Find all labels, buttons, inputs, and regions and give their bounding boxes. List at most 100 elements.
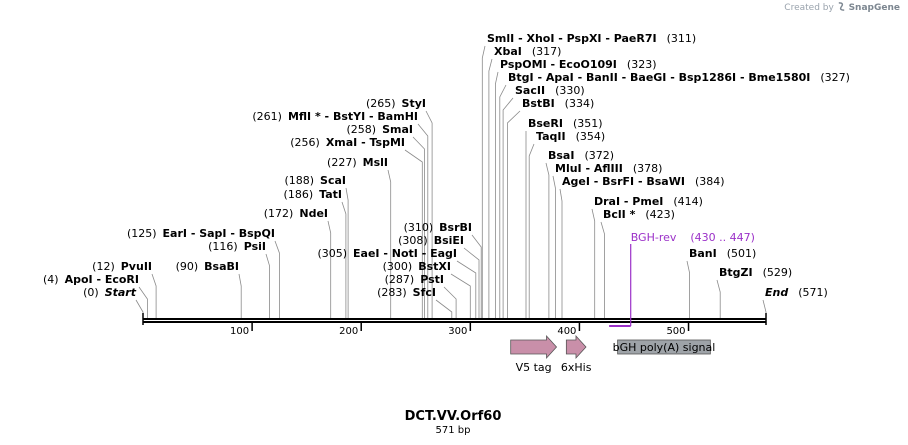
site-enzymes: BsaBI (204, 260, 239, 273)
site-tati-186[interactable]: (186) TatI (284, 188, 347, 318)
site-enzymes: BtgI - ApaI - BanII - BaeGI - Bsp1286I -… (508, 71, 810, 84)
site-position: (186) (284, 188, 314, 201)
site-label: (261) MflI * - BstYI - BamHI (252, 110, 418, 123)
site-apoi-4[interactable]: (4) ApoI - EcoRI (43, 273, 148, 318)
site-position: (378) (633, 162, 663, 175)
site-smai-258[interactable]: (258) SmaI (347, 123, 425, 318)
site-mlui-378[interactable]: MluI - AflIII (378) (552, 162, 663, 318)
ruler-tick-label: 200 (339, 326, 358, 337)
site-position: (283) (377, 286, 407, 299)
snapgene-logo-icon (838, 2, 844, 11)
site-connector (463, 247, 480, 318)
site-connector (471, 234, 482, 318)
sequence-name: DCT.VV.Orf60 (405, 409, 502, 424)
site-ndei-172[interactable]: (172) NdeI (264, 207, 332, 318)
site-bsabi-90[interactable]: (90) BsaBI (176, 260, 242, 318)
site-connector (600, 221, 605, 318)
feature-v5-tag[interactable]: V5 tag (510, 334, 558, 374)
site-psii-116[interactable]: (116) PsiI (208, 240, 270, 318)
site-enzymes: BsrBI (439, 221, 472, 234)
site-label: DraI - PmeI (414) (594, 195, 703, 208)
site-drai-414[interactable]: DraI - PmeI (414) (591, 195, 703, 318)
site-scai-188[interactable]: (188) ScaI (284, 174, 349, 318)
site-btgzi-529[interactable]: BtgZI (529) (716, 266, 792, 318)
site-label: BanI (501) (689, 247, 756, 260)
site-label: (305) EaeI - NotI - EagI (317, 247, 457, 260)
site-position: (0) (83, 286, 99, 299)
site-enzymes: SacII (515, 84, 545, 97)
site-btgi-327[interactable]: BtgI - ApaI - BanII - BaeGI - Bsp1286I -… (499, 71, 850, 318)
site-connector (425, 110, 433, 318)
site-connector (528, 143, 535, 318)
site-sfci-283[interactable]: (283) SfcI (377, 286, 453, 318)
site-position: (305) (317, 247, 347, 260)
site-connector (443, 286, 457, 318)
site-pspomi-323[interactable]: PspOMI - EcoO109I (323) (495, 58, 657, 318)
site-bsai-372[interactable]: BsaI (372) (545, 149, 614, 318)
site-taqii-354[interactable]: TaqII (354) (528, 130, 605, 318)
site-bsrbi-310[interactable]: (310) BsrBI (404, 221, 482, 318)
feature-arrow (510, 334, 558, 360)
site-bstxi-300[interactable]: (300) BstXI (383, 260, 471, 318)
site-position: (351) (573, 117, 603, 130)
site-position: (125) (127, 227, 157, 240)
site-label: (4) ApoI - EcoRI (43, 273, 139, 286)
site-connector (559, 188, 563, 318)
site-mfli-261[interactable]: (261) MflI * - BstYI - BamHI (252, 110, 429, 318)
feature-6xhis[interactable]: 6xHis (561, 334, 592, 374)
primer-bgh-rev[interactable]: BGH-rev (430 .. 447) (609, 231, 755, 327)
site-position: (261) (252, 110, 282, 123)
site-enzymes: MflI * - BstYI - BamHI (288, 110, 418, 123)
primer-label: BGH-rev (430 .. 447) (631, 231, 755, 244)
site-start-0[interactable]: (0) Start (83, 286, 144, 318)
site-position: (172) (264, 207, 294, 220)
site-position: (323) (627, 58, 657, 71)
site-msli-227[interactable]: (227) MslI (327, 156, 392, 318)
site-bstbi-334[interactable]: BstBI (334) (507, 97, 594, 318)
site-psti-287[interactable]: (287) PstI (385, 273, 457, 318)
site-enzymes: BsiEI (434, 234, 464, 247)
site-bsiei-308[interactable]: (308) BsiEI (398, 234, 480, 318)
site-agei-384[interactable]: AgeI - BsrFI - BsaWI (384) (559, 175, 725, 318)
site-label: (116) PsiI (208, 240, 266, 253)
feature-bgh-poly-a-signal[interactable]: bGH poly(A) signal (613, 339, 716, 355)
sequence-length: 571 bp (436, 425, 471, 436)
site-eaei-305[interactable]: (305) EaeI - NotI - EagI (317, 247, 477, 318)
site-bani-501[interactable]: BanI (501) (686, 247, 756, 318)
site-sacii-330[interactable]: SacII (330) (502, 84, 585, 318)
site-end-571[interactable]: End (571) (762, 286, 828, 318)
site-position: (529) (763, 266, 793, 279)
site-position: (4) (43, 273, 59, 286)
site-position: (310) (404, 221, 434, 234)
site-connector (404, 149, 423, 318)
site-smli-311[interactable]: SmlI - XhoI - PspXI - PaeR7I (311) (481, 32, 696, 318)
site-label: (125) EarI - SapI - BspQI (127, 227, 275, 240)
site-styi-265[interactable]: (265) StyI (366, 97, 433, 318)
site-connector (412, 136, 425, 318)
site-eari-125[interactable]: (125) EarI - SapI - BspQI (127, 227, 280, 318)
site-label: (258) SmaI (347, 123, 414, 136)
site-bseri-351[interactable]: BseRI (351) (525, 117, 603, 318)
feature-label: 6xHis (561, 361, 592, 374)
site-bcli-423[interactable]: BclI * (423) (600, 208, 675, 318)
site-connector (545, 162, 550, 318)
site-pvuii-12[interactable]: (12) PvuII (92, 260, 157, 318)
site-position: (12) (92, 260, 115, 273)
site-position: (423) (645, 208, 675, 221)
site-position: (414) (673, 195, 703, 208)
site-label: (90) BsaBI (176, 260, 239, 273)
site-label: BtgZI (529) (719, 266, 792, 279)
site-xmai-256[interactable]: (256) XmaI - TspMI (290, 136, 423, 318)
site-enzymes: BanI (689, 247, 717, 260)
site-xbai-317[interactable]: XbaI (317) (488, 45, 562, 318)
site-connector (591, 208, 596, 318)
site-position: (372) (584, 149, 614, 162)
site-connector (507, 110, 521, 318)
site-enzymes: TaqII (536, 130, 566, 143)
site-position: (317) (532, 45, 562, 58)
site-enzymes: SfcI (413, 286, 436, 299)
primer-range: (430 .. 447) (690, 231, 755, 244)
site-connector (238, 273, 242, 318)
site-position: (300) (383, 260, 413, 273)
site-label: TaqII (354) (536, 130, 605, 143)
